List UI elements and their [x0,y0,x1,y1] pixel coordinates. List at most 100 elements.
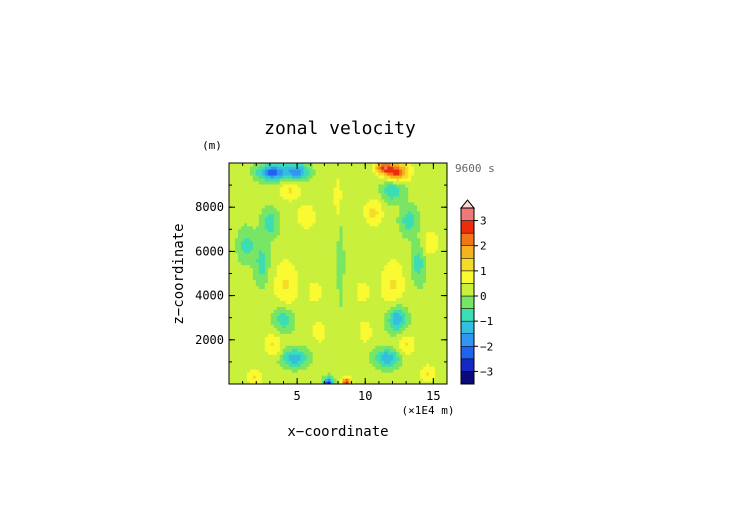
field-cell [243,240,248,245]
field-cell [348,360,353,364]
field-cell [297,360,302,364]
field-cell [243,258,248,263]
field-cell [318,180,323,185]
field-cell [342,321,347,325]
field-cell [243,210,248,215]
field-cell [297,336,302,340]
field-cell [384,345,388,349]
field-cell [237,369,242,373]
field-cell [276,312,281,316]
field-cell [258,372,263,376]
field-cell [390,237,394,242]
field-cell [279,252,284,257]
field-cell [312,312,317,316]
field-cell [237,252,242,257]
field-cell [267,249,272,254]
field-cell [444,294,447,298]
field-cell [426,327,430,331]
field-cell [234,243,239,248]
field-cell [309,180,314,185]
field-cell [339,210,344,215]
field-cell [375,189,379,194]
field-cell [399,213,403,218]
field-cell [372,291,376,296]
field-cell [312,216,317,221]
field-cell [312,258,317,263]
field-cell [306,210,311,215]
field-cell [276,213,281,218]
field-cell [426,225,430,230]
field-cell [360,324,364,328]
field-cell [333,300,338,304]
field-cell [390,285,394,290]
field-cell [306,348,311,352]
field-cell [399,267,403,272]
field-cell [402,225,406,230]
field-cell [366,279,370,284]
field-cell [396,264,400,269]
field-cell [339,303,344,307]
field-cell [378,222,382,227]
field-cell [372,375,376,379]
field-cell [249,327,254,331]
field-cell [321,312,326,316]
field-cell [435,306,439,310]
field-cell [339,348,344,352]
field-cell [315,372,320,376]
field-cell [393,375,397,379]
field-cell [411,336,415,340]
field-cell [312,324,317,328]
field-cell [318,381,323,384]
field-cell [363,351,367,355]
field-cell [351,216,356,221]
field-cell [291,204,296,209]
field-cell [423,381,427,384]
field-cell [288,333,293,337]
field-cell [285,231,290,236]
field-cell [234,183,239,188]
field-cell [321,234,326,239]
field-cell [408,276,412,281]
field-cell [372,336,376,340]
field-cell [255,180,260,185]
field-cell [303,213,308,218]
field-cell [357,213,361,218]
field-cell [324,288,329,293]
field-cell [396,294,400,298]
field-cell [240,372,245,376]
field-cell [279,243,284,248]
field-cell [402,339,406,343]
field-cell [375,180,379,185]
field-cell [300,264,305,269]
field-cell [243,252,248,257]
field-cell [252,267,257,272]
field-cell [396,192,400,197]
field-cell [309,354,314,358]
field-cell [426,204,430,209]
field-cell [408,312,412,316]
field-cell [402,237,406,242]
field-cell [303,285,308,290]
field-cell [312,300,317,304]
field-cell [426,372,430,376]
field-cell [390,372,394,376]
field-cell [351,297,356,301]
field-cell [339,363,344,367]
field-cell [348,378,353,382]
field-cell [303,198,308,203]
field-cell [423,228,427,233]
field-cell [393,297,397,301]
field-cell [312,369,317,373]
field-cell [426,357,430,361]
field-cell [345,270,350,275]
field-cell [396,219,400,224]
field-cell [267,183,272,188]
field-cell [264,324,269,328]
field-cell [270,339,275,343]
field-cell [366,210,370,215]
field-cell [303,375,308,379]
field-cell [285,195,290,200]
field-cell [285,363,290,367]
field-cell [300,318,305,322]
field-cell [321,309,326,313]
